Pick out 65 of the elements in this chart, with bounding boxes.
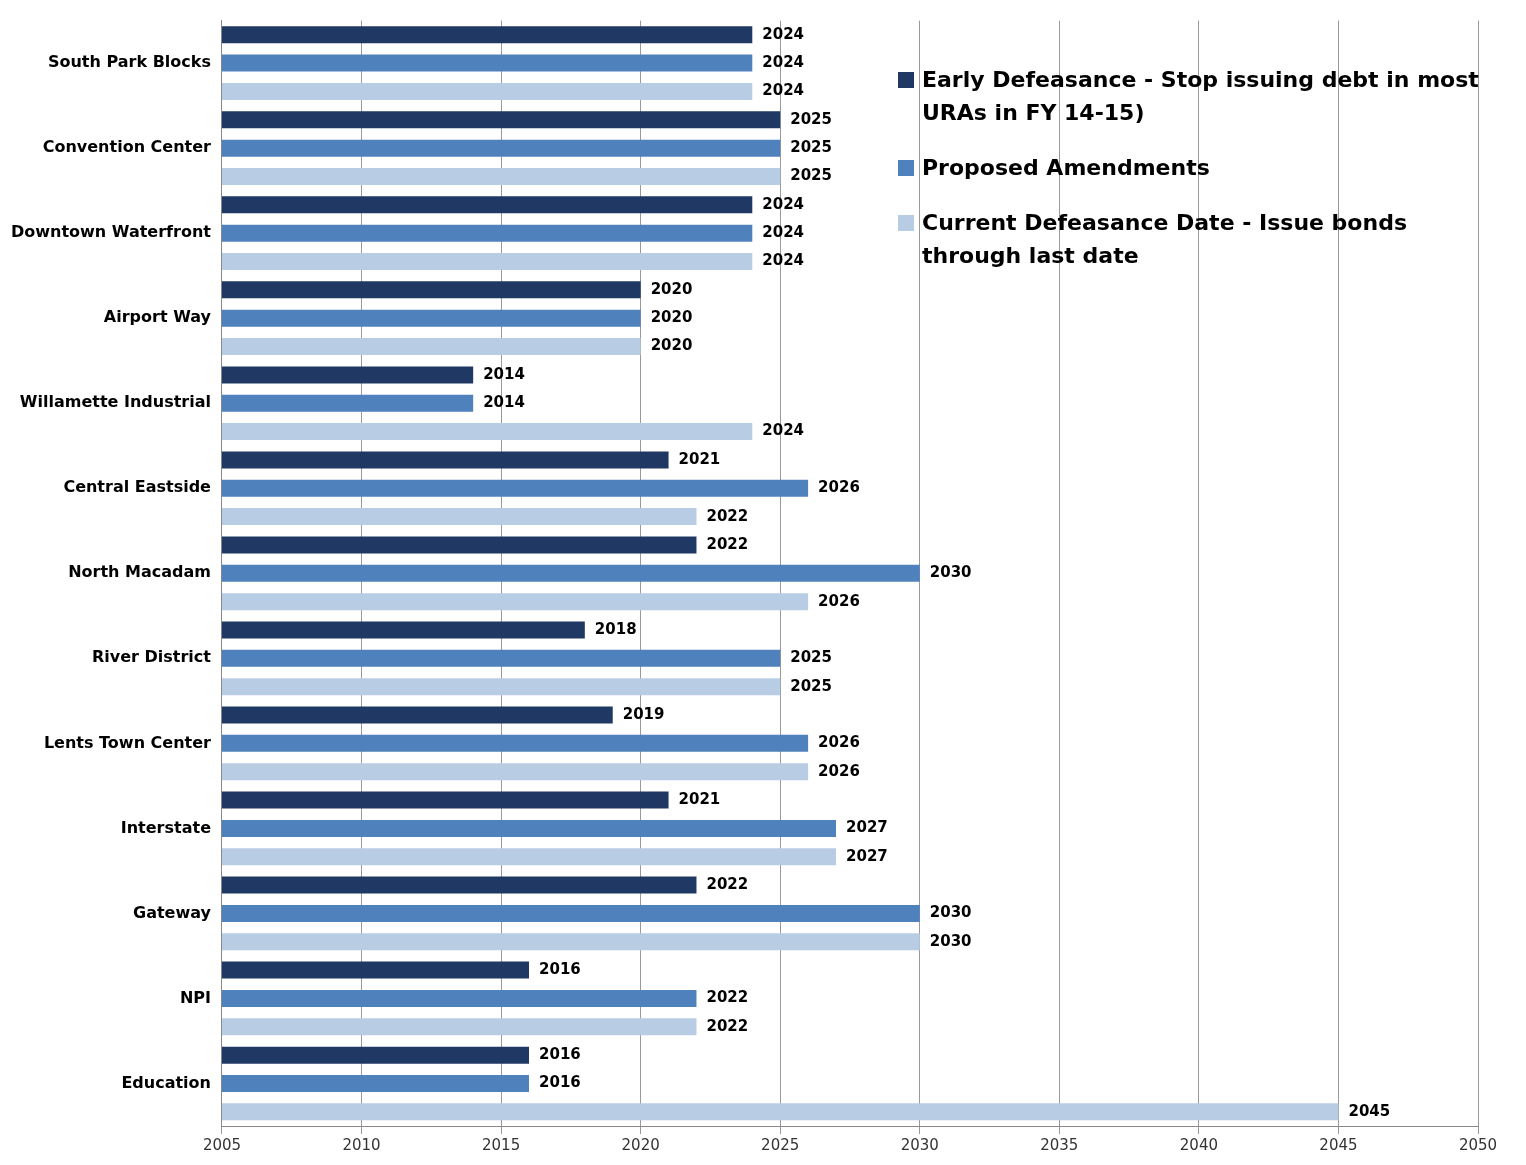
data-label: 2018 [594,619,637,638]
data-label: 2025 [790,166,832,185]
x-tick-label: 2005 [202,1135,242,1154]
data-label: 2026 [818,591,860,610]
data-label: 2024 [762,421,805,440]
data-label: 2022 [706,506,749,525]
data-label: 2022 [706,1016,749,1035]
data-label: 2026 [818,733,860,752]
data-label: 2022 [706,988,749,1007]
data-label: 2021 [678,789,721,808]
data-label: 2027 [846,846,888,865]
data-label: 2026 [818,761,860,780]
y-tick-label: South Park Blocks [47,52,211,72]
data-label: 2022 [706,874,749,893]
legend-label: Proposed Amendments [922,154,1210,182]
data-label: 2021 [678,449,721,468]
data-label: 2016 [539,1073,581,1092]
data-label: 2030 [929,931,972,950]
data-label: 2024 [762,24,805,43]
y-tick-label: Central Eastside [63,477,212,497]
x-tick-label: 2050 [1458,1135,1498,1154]
y-tick-label: Lents Town Center [43,732,212,752]
data-label: 2020 [650,308,693,327]
x-tick-label: 2025 [761,1135,800,1154]
data-label: 2045 [1348,1101,1391,1120]
x-tick-label: 2035 [1040,1135,1079,1154]
y-tick-label: River District [91,647,212,667]
y-tick-label: Airport Way [103,307,212,327]
data-label: 2019 [622,704,665,723]
x-tick-label: 2045 [1319,1135,1358,1154]
data-label: 2024 [762,81,805,100]
data-label: 2022 [706,534,749,553]
x-tick-label: 2020 [621,1135,660,1154]
data-label: 2014 [483,364,525,383]
legend-label: Early Defeasance - Stop issuing debt in most URAs in FY 14-15) [922,66,1480,127]
data-label: 2025 [790,138,832,157]
data-label: 2025 [790,109,832,128]
legend-label: Current Defeasance Date - Issue bonds through last date [922,209,1408,270]
y-tick-label: Interstate [120,817,212,837]
y-tick-label: Downtown Waterfront [10,222,212,242]
x-tick-label: 2030 [900,1135,939,1154]
data-label: 2030 [929,903,972,922]
data-label: 2014 [483,393,525,412]
y-tick-label: Gateway [133,902,212,922]
data-label: 2027 [846,818,888,837]
data-label: 2025 [790,648,832,667]
data-label: 2024 [762,251,805,270]
data-label: 2020 [650,279,693,298]
y-tick-label: North Macadam [68,562,211,582]
data-label: 2024 [762,53,805,72]
x-tick-label: 2015 [482,1135,521,1154]
data-label: 2016 [539,960,581,978]
data-label: 2024 [762,194,805,213]
x-tick-label: 2040 [1179,1135,1218,1154]
data-label: 2030 [929,563,972,582]
y-tick-label: NPI [179,987,211,1007]
data-label: 2024 [762,223,805,242]
y-tick-label: Education [121,1072,211,1092]
data-label: 2025 [790,676,832,695]
x-tick-label: 2010 [342,1135,381,1154]
data-label: 2026 [818,478,860,497]
data-label: 2016 [539,1045,581,1064]
y-tick-label: Convention Center [42,137,212,157]
y-tick-label: Willamette Industrial [19,392,211,412]
data-label: 2020 [650,336,693,355]
